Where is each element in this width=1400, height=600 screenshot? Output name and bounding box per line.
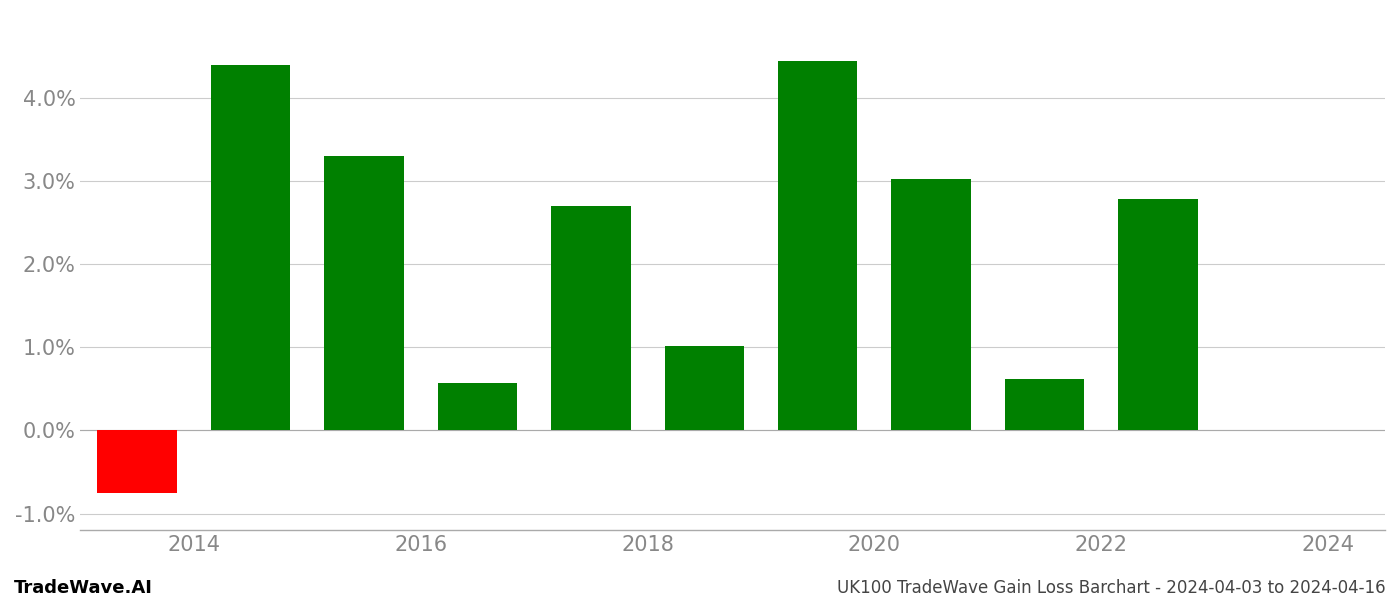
Text: UK100 TradeWave Gain Loss Barchart - 2024-04-03 to 2024-04-16: UK100 TradeWave Gain Loss Barchart - 202…: [837, 579, 1386, 597]
Bar: [665, 346, 743, 430]
Bar: [97, 430, 176, 493]
Text: TradeWave.AI: TradeWave.AI: [14, 579, 153, 597]
Bar: [778, 61, 857, 430]
Bar: [1119, 199, 1198, 430]
Bar: [892, 179, 970, 430]
Bar: [325, 156, 403, 430]
Bar: [438, 383, 517, 430]
Bar: [211, 65, 290, 430]
Bar: [552, 206, 630, 430]
Bar: [1005, 379, 1085, 430]
